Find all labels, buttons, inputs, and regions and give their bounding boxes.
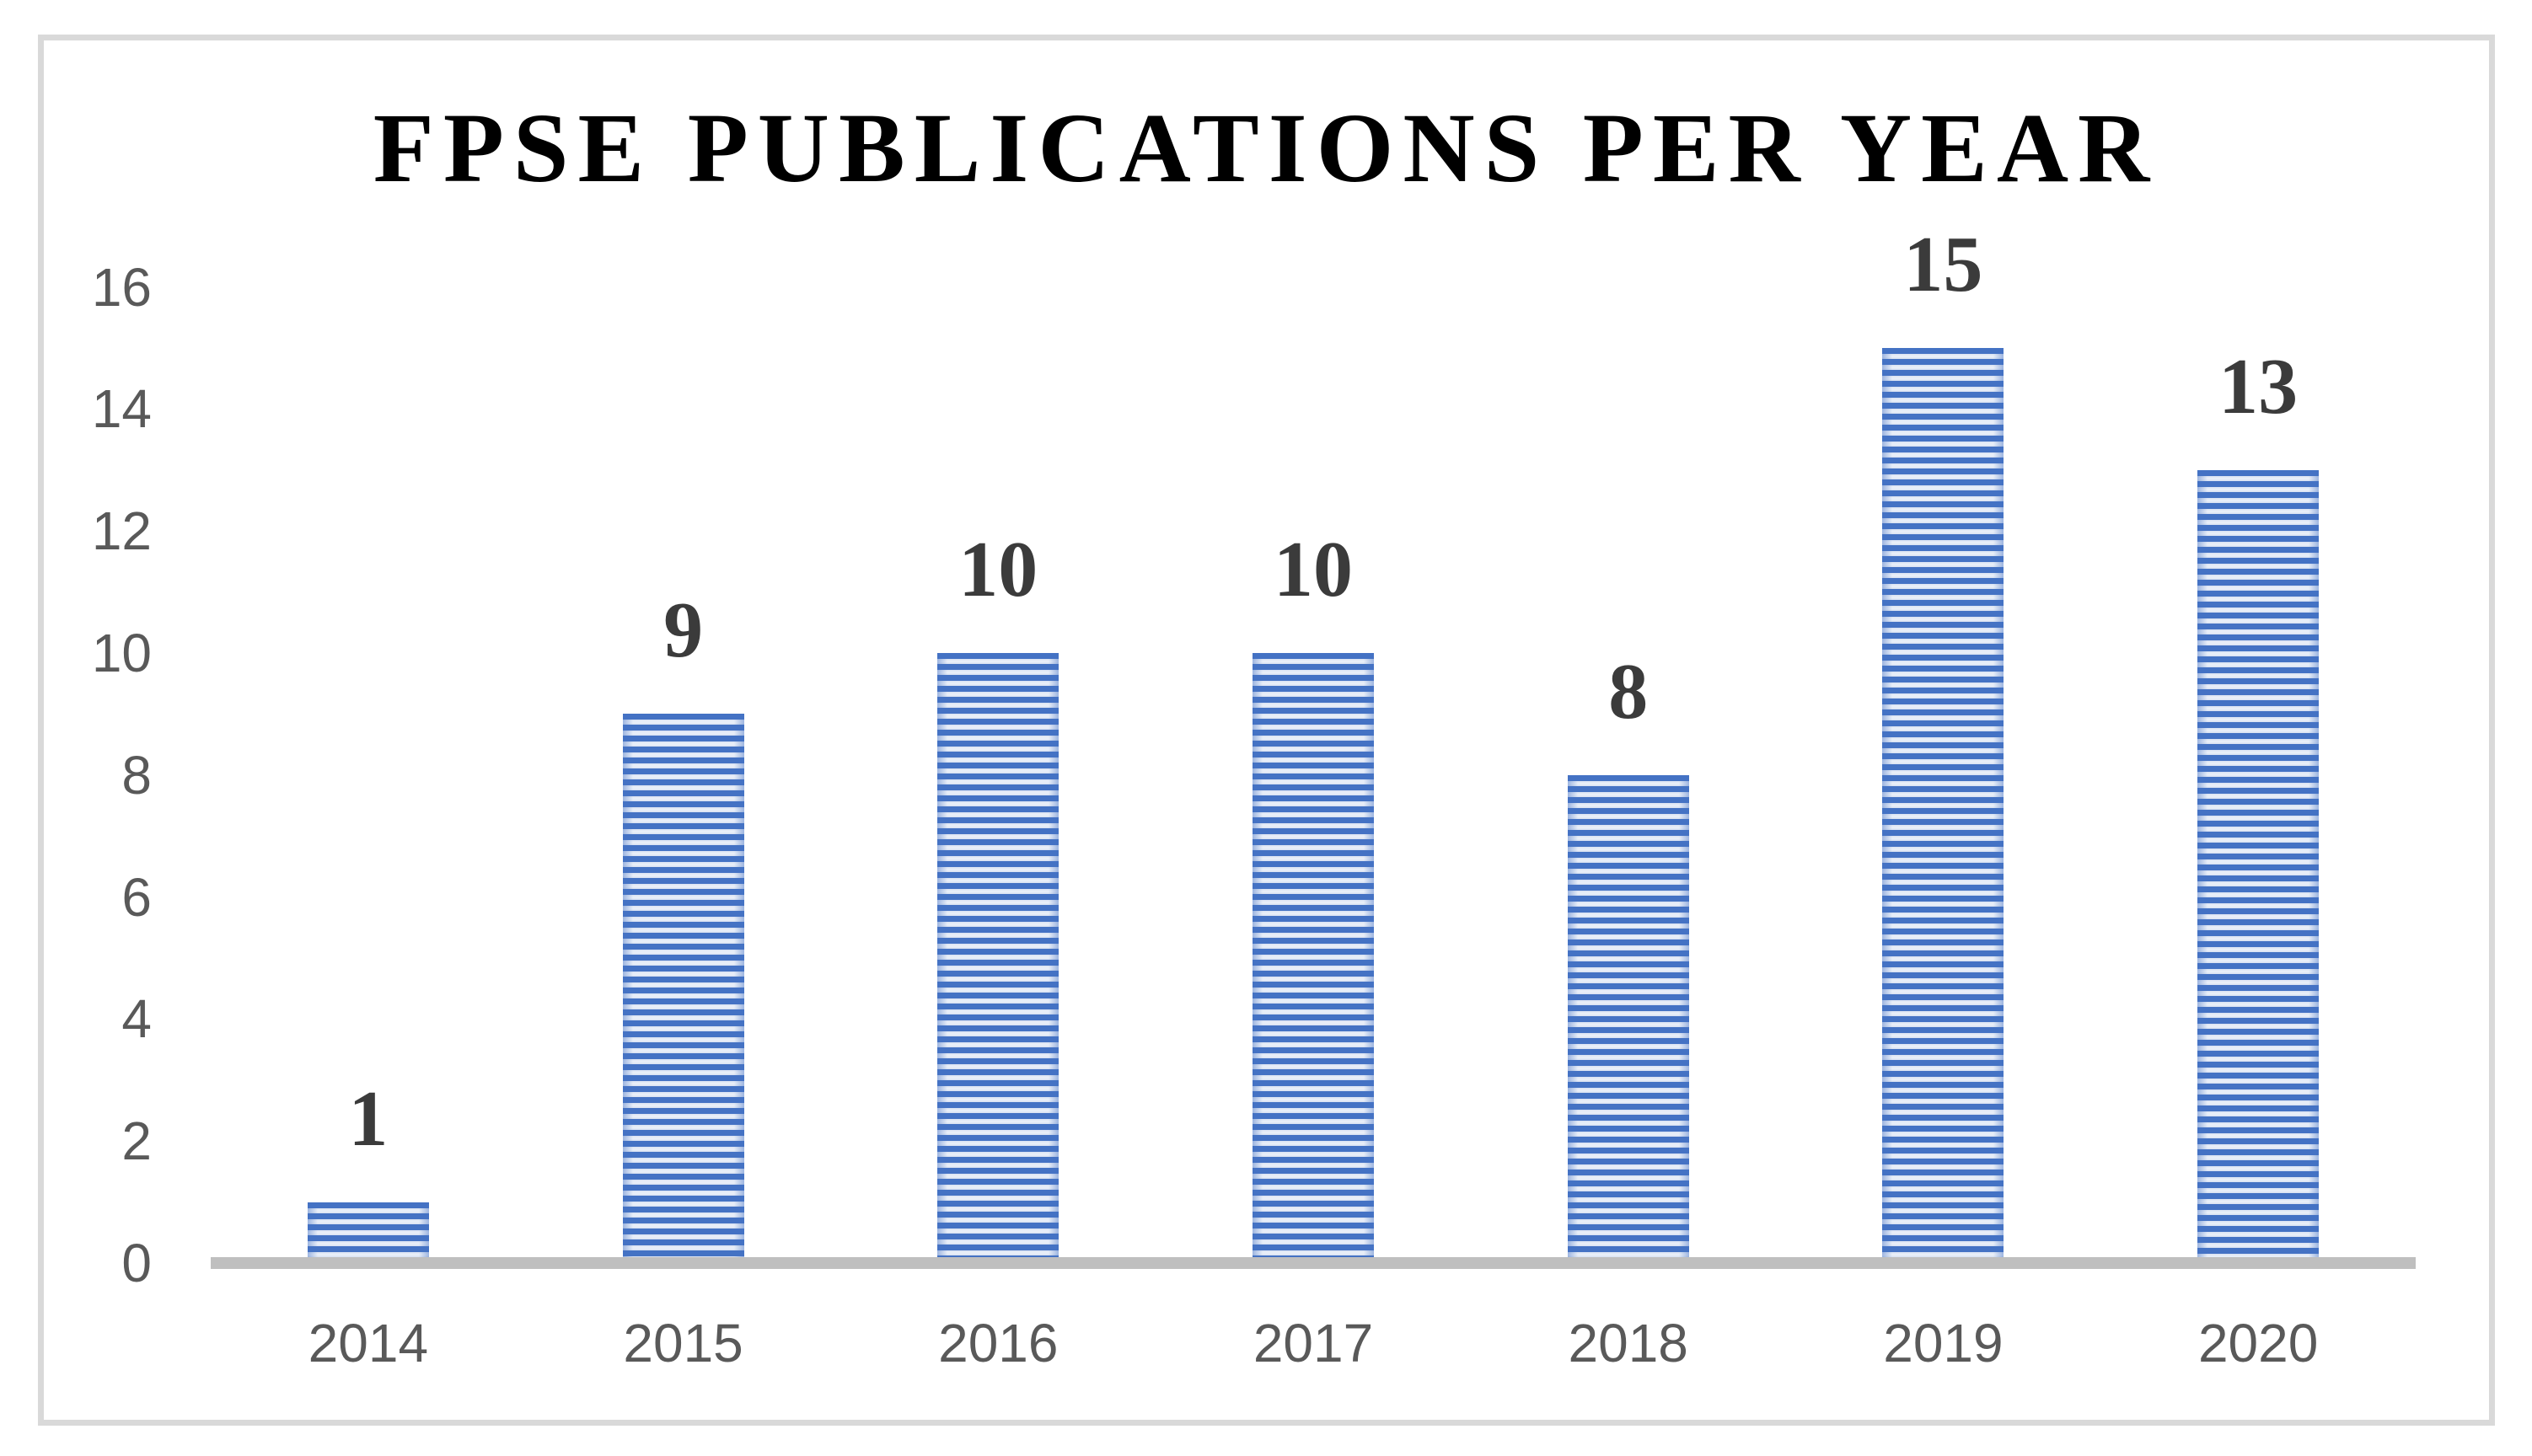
bar-value-label: 15 <box>1903 221 1983 308</box>
x-axis-line <box>211 1257 2416 1269</box>
bar-value-label: 10 <box>1274 526 1353 613</box>
x-tick-label: 2017 <box>1253 1313 1374 1373</box>
x-tick-label: 2019 <box>1883 1313 2004 1373</box>
bar <box>307 1202 429 1257</box>
x-tick-label: 2016 <box>938 1313 1059 1373</box>
bar <box>1253 653 1374 1257</box>
x-tick-label: 2015 <box>623 1313 743 1373</box>
bar-value-label: 1 <box>348 1074 389 1163</box>
y-tick-label: 6 <box>121 866 152 928</box>
x-tick-label: 2018 <box>1568 1313 1688 1373</box>
bar <box>1567 774 1689 1257</box>
y-tick-label: 2 <box>121 1111 152 1172</box>
y-tick-label: 8 <box>121 744 152 806</box>
y-tick-label: 16 <box>91 256 152 318</box>
y-tick-label: 10 <box>91 623 152 683</box>
bar <box>937 653 1059 1257</box>
bar <box>622 714 744 1257</box>
bar-value-label: 10 <box>958 526 1038 613</box>
bar-value-label: 13 <box>2218 342 2299 431</box>
chart-title: FPSE PUBLICATIONS PER YEAR <box>373 93 2159 203</box>
y-tick-label: 14 <box>91 378 152 440</box>
y-tick-label: 12 <box>91 500 152 562</box>
x-tick-label: 2020 <box>2197 1313 2319 1373</box>
bar <box>2197 469 2320 1257</box>
x-tick-label: 2014 <box>308 1313 429 1373</box>
y-tick-label: 0 <box>121 1233 152 1293</box>
bar-value-label: 8 <box>1608 647 1649 736</box>
bar <box>1882 348 2004 1257</box>
y-tick-label: 4 <box>121 988 152 1050</box>
bar-value-label: 9 <box>663 586 704 675</box>
